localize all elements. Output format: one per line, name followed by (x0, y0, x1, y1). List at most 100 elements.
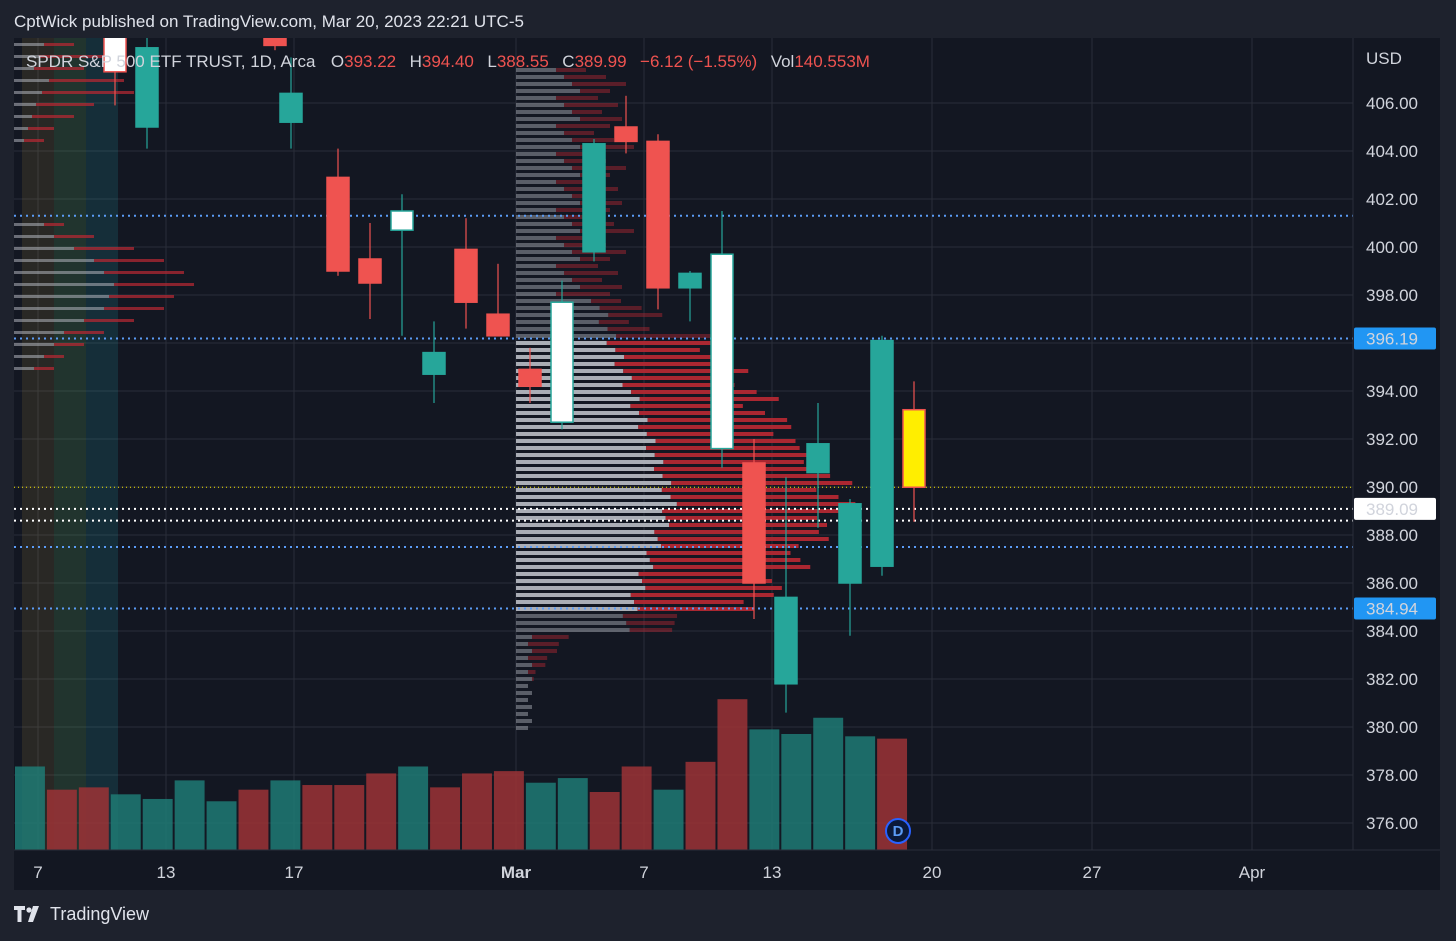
profile-row-sell (654, 467, 808, 471)
profile-row (516, 467, 654, 471)
profile-row (516, 537, 658, 541)
profile-row-left (14, 115, 32, 118)
profile-row-sell (528, 642, 559, 646)
profile-row-sell (564, 131, 594, 135)
horizontal-levels (14, 214, 1353, 610)
time-axis: 7 13 17 Mar 7 13 20 27 Apr (14, 849, 1440, 890)
profile-row-left (14, 79, 49, 82)
profile-row-left-sell (34, 67, 84, 70)
profile-row-sell (639, 411, 765, 415)
profile-row (516, 75, 564, 79)
profile-row-sell (645, 586, 782, 590)
legend-open-value: 393.22 (344, 52, 397, 71)
volume-bar (621, 766, 652, 850)
profile-row (516, 159, 564, 163)
profile-row (516, 481, 672, 485)
price-tick-label: 398.00 (1366, 286, 1418, 305)
profile-row-left (14, 139, 24, 142)
volume-bar (302, 785, 333, 850)
profile-row (516, 656, 528, 660)
profile-row (516, 565, 654, 569)
tradingview-brand[interactable]: TradingView (50, 904, 150, 924)
price-tick-label: 404.00 (1366, 142, 1418, 161)
profile-row-left (14, 367, 34, 370)
profile-row (516, 558, 650, 562)
profile-row-left (14, 343, 54, 346)
profile-row-sell (580, 285, 622, 289)
legend-symbol[interactable]: SPDR S&P 500 ETF TRUST, 1D, Arca (26, 52, 316, 71)
profile-row (516, 600, 635, 604)
candle-body (678, 272, 702, 289)
profile-row (516, 229, 580, 233)
profile-row-sell (663, 460, 804, 464)
profile-row (516, 215, 564, 219)
profile-row-sell (607, 327, 650, 331)
profile-row (516, 488, 662, 492)
profile-row-sell (564, 75, 606, 79)
price-tick-label: 388.00 (1366, 526, 1418, 545)
time-tick-label: 13 (157, 863, 176, 882)
volume-bar (749, 729, 780, 850)
tradingview-logo-icon[interactable] (14, 905, 42, 924)
profile-row (516, 152, 556, 156)
profile-row-left (14, 127, 28, 130)
candlestick-chart[interactable]: USD406.00404.00402.00400.00398.00396.003… (14, 38, 1440, 890)
footer: TradingView (14, 904, 149, 925)
price-tick-label: 384.00 (1366, 622, 1418, 641)
profile-row-sell (564, 103, 618, 107)
profile-row-sell (532, 635, 569, 639)
profile-row (516, 614, 623, 618)
price-label-box (1354, 597, 1436, 620)
profile-row (516, 89, 580, 93)
legend-low-value: 388.55 (496, 52, 549, 71)
profile-row-sell (580, 145, 634, 149)
profile-row-sell (616, 334, 714, 338)
volume-bar (845, 736, 876, 850)
candle-body (646, 140, 670, 289)
profile-row (516, 705, 532, 709)
profile-row (516, 579, 642, 583)
profile-row-sell (580, 117, 622, 121)
candle-body (518, 368, 542, 387)
profile-row (516, 194, 572, 198)
profile-row-left (14, 283, 114, 286)
candle-body (422, 351, 446, 375)
profile-row-sell (631, 390, 757, 394)
profile-row-left (14, 235, 54, 238)
profile-row (516, 593, 631, 597)
profile-row (516, 285, 580, 289)
profile-row (516, 586, 646, 590)
volume-bar (142, 798, 173, 850)
profile-row-sell (564, 215, 594, 219)
price-axis-panel (1353, 38, 1440, 890)
profile-row-left-sell (54, 235, 94, 238)
profile-row-sell (622, 383, 735, 387)
profile-row-left-sell (28, 127, 54, 130)
chart-area[interactable]: USD406.00404.00402.00400.00398.00396.003… (14, 38, 1440, 890)
volume-bar (685, 761, 716, 850)
legend-volume-value: 140.553M (794, 52, 870, 71)
price-tick-label: 400.00 (1366, 238, 1418, 257)
profile-row-left-sell (104, 271, 184, 274)
profile-row-sell (638, 572, 763, 576)
dividend-badge[interactable]: D (885, 818, 911, 844)
candle-body (103, 38, 127, 73)
profile-row (516, 642, 528, 646)
volume-bar (781, 734, 812, 850)
profile-row (516, 621, 627, 625)
profile-row (516, 677, 532, 681)
profile-row (516, 299, 591, 303)
price-label-box (1354, 327, 1436, 350)
profile-row-left (14, 223, 44, 226)
profile-row-left (14, 55, 39, 58)
profile-row (516, 292, 556, 296)
candle-body (550, 301, 574, 423)
profile-row (516, 551, 647, 555)
profile-row (516, 82, 572, 86)
profile-row-sell (624, 355, 722, 359)
volume-bar (813, 717, 844, 850)
band-green (54, 38, 86, 850)
highlight-bands (22, 38, 118, 850)
profile-row (516, 712, 528, 716)
profile-row-sell (556, 152, 586, 156)
